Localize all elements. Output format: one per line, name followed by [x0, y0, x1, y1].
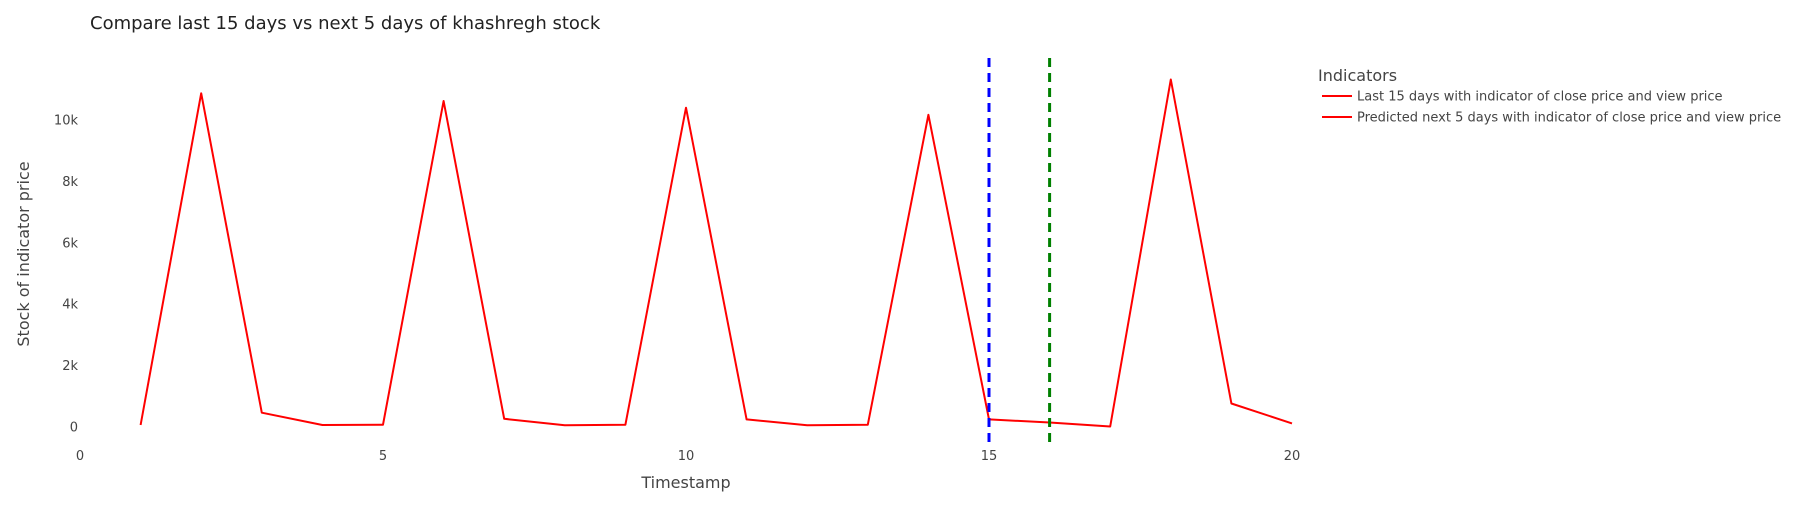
legend: Indicators Last 15 days with indicator o… — [1318, 66, 1781, 126]
series-line-1 — [139, 92, 990, 427]
x-tick-label: 15 — [981, 449, 998, 464]
legend-items: Last 15 days with indicator of close pri… — [1322, 90, 1781, 126]
legend-label-1: Last 15 days with indicator of close pri… — [1357, 90, 1723, 105]
y-axis-title: Stock of indicator price — [14, 161, 33, 346]
y-tick-label: 4k — [62, 298, 78, 313]
chart-title: Compare last 15 days vs next 5 days of k… — [90, 13, 601, 34]
y-axis-ticks: 0 2k 4k 6k 8k 10k — [54, 113, 79, 435]
x-tick-label: 0 — [76, 449, 84, 464]
y-tick-label: 2k — [62, 359, 78, 374]
y-tick-label: 8k — [62, 175, 78, 190]
series-line-2 — [988, 78, 1293, 428]
y-tick-label: 6k — [62, 236, 78, 251]
plot-area — [139, 58, 1293, 448]
y-tick-label: 0 — [70, 421, 78, 436]
x-tick-label: 20 — [1284, 449, 1301, 464]
x-tick-label: 5 — [379, 449, 387, 464]
legend-title: Indicators — [1318, 66, 1397, 85]
x-tick-label: 10 — [678, 449, 695, 464]
legend-label-2: Predicted next 5 days with indicator of … — [1357, 111, 1781, 126]
y-tick-label: 10k — [54, 113, 79, 128]
x-axis-ticks: 0 5 10 15 20 — [76, 449, 1300, 464]
x-axis-title: Timestamp — [640, 473, 730, 492]
